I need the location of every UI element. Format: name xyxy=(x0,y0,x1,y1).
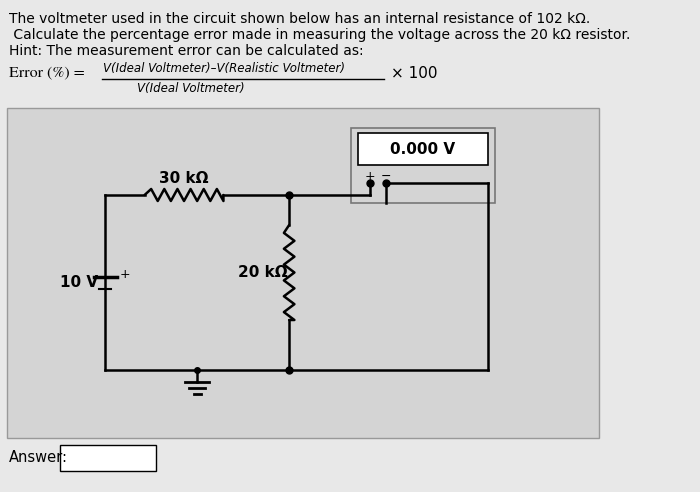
Text: × 100: × 100 xyxy=(391,66,438,81)
Text: +: + xyxy=(365,170,375,183)
Text: Error (%) =: Error (%) = xyxy=(9,66,85,79)
Text: 20 kΩ: 20 kΩ xyxy=(238,265,288,280)
Text: 10 V: 10 V xyxy=(60,275,98,290)
Bar xyxy=(358,133,488,165)
Bar xyxy=(7,108,599,438)
Text: 30 kΩ: 30 kΩ xyxy=(160,171,209,186)
Text: −: − xyxy=(380,170,391,183)
Text: V(Ideal Voltmeter): V(Ideal Voltmeter) xyxy=(136,82,244,95)
Text: Answer:: Answer: xyxy=(9,451,68,465)
Text: 0.000 V: 0.000 V xyxy=(390,142,456,156)
Bar xyxy=(60,445,156,471)
Text: V(Ideal Voltmeter)–V(Realistic Voltmeter): V(Ideal Voltmeter)–V(Realistic Voltmeter… xyxy=(104,62,345,75)
Text: +: + xyxy=(119,268,130,281)
Text: The voltmeter used in the circuit shown below has an internal resistance of 102 : The voltmeter used in the circuit shown … xyxy=(9,12,590,26)
Bar xyxy=(351,128,495,203)
Text: Hint: The measurement error can be calculated as:: Hint: The measurement error can be calcu… xyxy=(9,44,363,58)
Text: Calculate the percentage error made in measuring the voltage across the 20 kΩ re: Calculate the percentage error made in m… xyxy=(9,28,630,42)
